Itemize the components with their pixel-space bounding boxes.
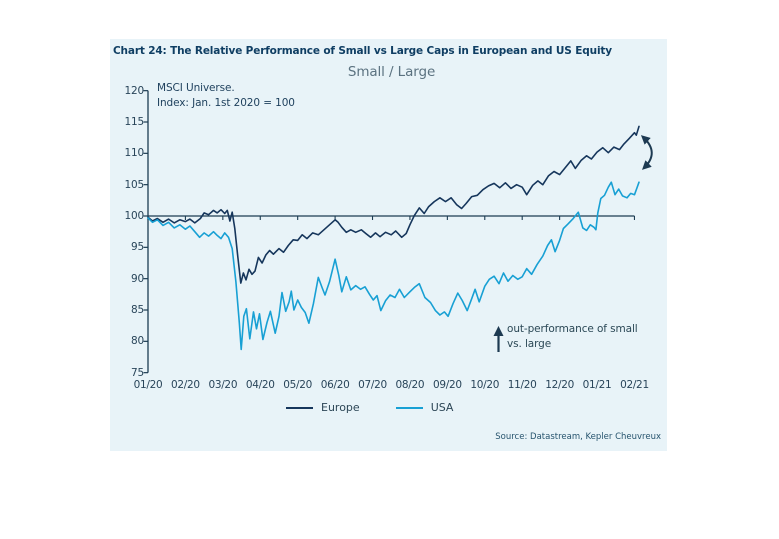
y-tick-label: 120 <box>124 84 145 97</box>
chart-note: MSCI Universe. Index: Jan. 1st 2020 = 10… <box>157 81 295 111</box>
annotation-line2: vs. large <box>507 337 552 350</box>
y-tick-label: 115 <box>124 116 145 128</box>
chart-subtitle: Small / Large <box>347 64 436 80</box>
x-tick-label: 02/21 <box>620 379 649 391</box>
y-tick-label: 90 <box>131 272 144 285</box>
chart-note-line2: Index: Jan. 1st 2020 = 100 <box>157 97 295 109</box>
x-tick-label: 10/20 <box>470 379 500 391</box>
legend-line-europe <box>286 406 313 409</box>
x-tick-label: 04/20 <box>245 379 275 391</box>
curved-double-arrow-icon <box>640 135 653 170</box>
x-tick-label: 11/20 <box>507 379 537 391</box>
x-tick-label: 12/20 <box>545 379 574 391</box>
x-tick-label: 03/20 <box>208 379 238 391</box>
y-tick-label: 80 <box>131 335 144 348</box>
x-tick-label: 02/20 <box>171 379 200 391</box>
outperformance-annotation: out-performance of small vs. large <box>507 322 638 351</box>
y-tick-label: 100 <box>124 210 145 222</box>
y-tick-label: 110 <box>124 147 145 160</box>
x-tick-label: 09/20 <box>432 379 462 391</box>
chart-card: Chart 24: The Relative Performance of Sm… <box>110 39 667 451</box>
x-tick-label: 01/20 <box>133 379 163 391</box>
y-tick-label: 105 <box>124 178 145 191</box>
chart-note-line1: MSCI Universe. <box>157 82 235 94</box>
x-tick-label: 05/20 <box>283 379 313 391</box>
x-tick-label: 08/20 <box>395 379 425 391</box>
x-tick-label: 07/20 <box>358 379 387 391</box>
y-tick-label: 95 <box>131 241 144 254</box>
x-tick-label: 01/21 <box>582 379 612 391</box>
series-line-usa <box>147 181 640 351</box>
source-text: Source: Datastream, Kepler Cheuvreux <box>495 432 661 442</box>
series-lines <box>147 125 640 351</box>
y-tick-label: 75 <box>131 366 144 379</box>
series-line-europe <box>147 125 640 284</box>
plot-area <box>143 90 653 374</box>
y-tick-label: 85 <box>131 304 144 316</box>
x-tick-label: 06/20 <box>320 379 350 391</box>
legend-label-usa: USA <box>430 401 454 414</box>
legend-label-europe: Europe <box>321 401 360 414</box>
legend-line-usa <box>395 406 423 409</box>
annotation-line1: out-performance of small <box>507 323 638 335</box>
chart-title: Chart 24: The Relative Performance of Sm… <box>113 45 612 57</box>
legend: Europe USA <box>286 401 453 414</box>
